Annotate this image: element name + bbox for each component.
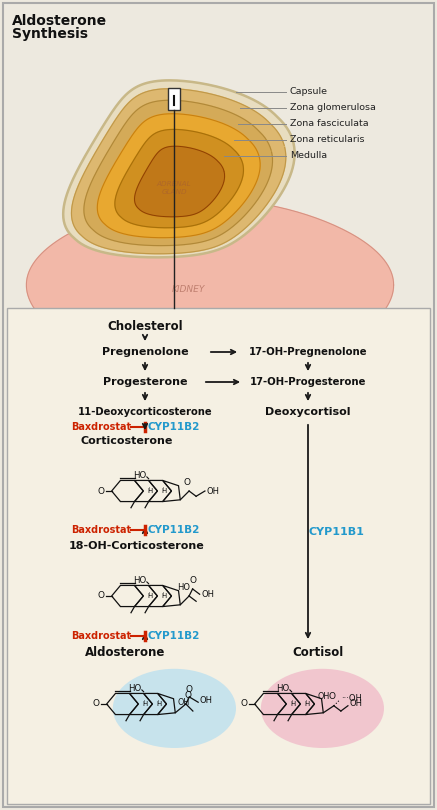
Text: H: H (147, 593, 152, 599)
Bar (7, 308, 430, 804)
Text: HO: HO (134, 576, 147, 585)
Text: Baxdrostat: Baxdrostat (71, 422, 131, 432)
Polygon shape (135, 147, 225, 217)
Text: Aldosterone: Aldosterone (12, 14, 107, 28)
Text: O: O (329, 693, 336, 701)
Text: Cholesterol: Cholesterol (107, 319, 183, 332)
Text: Cortisol: Cortisol (292, 646, 343, 659)
Text: O: O (189, 577, 196, 586)
Text: 17-OH-Progesterone: 17-OH-Progesterone (250, 377, 366, 387)
Text: OH: OH (318, 693, 330, 701)
Text: Progesterone: Progesterone (103, 377, 187, 387)
Text: O: O (184, 479, 191, 488)
Text: HO: HO (177, 583, 190, 592)
Text: O: O (97, 591, 104, 600)
Text: O: O (184, 692, 191, 701)
Text: ADRENAL
GLAND: ADRENAL GLAND (157, 181, 191, 194)
Ellipse shape (113, 669, 236, 748)
Text: Aldosterone: Aldosterone (85, 646, 165, 659)
Text: Baxdrostat: Baxdrostat (71, 631, 131, 641)
Text: H: H (290, 701, 295, 707)
Text: H: H (161, 488, 166, 494)
Text: ···OH: ···OH (341, 694, 362, 703)
Text: O: O (186, 685, 193, 694)
Text: H: H (161, 593, 166, 599)
Text: HO: HO (134, 471, 147, 480)
Text: CYP11B2: CYP11B2 (148, 525, 201, 535)
Text: Medulla: Medulla (290, 151, 327, 160)
Polygon shape (63, 80, 295, 258)
Polygon shape (97, 113, 260, 237)
Text: OH: OH (207, 487, 220, 496)
Text: Zona fasciculata: Zona fasciculata (290, 120, 369, 129)
Text: HO: HO (277, 684, 290, 693)
Text: Capsule: Capsule (290, 87, 328, 96)
Text: OH: OH (177, 697, 189, 707)
Text: 11-Deoxycorticosterone: 11-Deoxycorticosterone (78, 407, 212, 417)
Text: OH: OH (350, 700, 363, 709)
Polygon shape (115, 130, 243, 228)
Text: O: O (97, 487, 104, 496)
Text: H: H (156, 701, 161, 707)
Text: CYP11B2: CYP11B2 (148, 631, 201, 641)
Polygon shape (84, 100, 273, 245)
Text: Corticosterone: Corticosterone (81, 436, 173, 446)
Text: Deoxycortisol: Deoxycortisol (265, 407, 351, 417)
Text: Synthesis: Synthesis (12, 27, 88, 41)
Text: H: H (142, 701, 147, 707)
Text: OH: OH (201, 590, 215, 599)
Text: HO: HO (128, 684, 142, 693)
Bar (168, 88, 180, 110)
Text: O: O (93, 700, 100, 709)
Text: Baxdrostat: Baxdrostat (71, 525, 131, 535)
Text: 18-OH-Corticosterone: 18-OH-Corticosterone (69, 541, 205, 551)
Text: O: O (241, 700, 248, 709)
Polygon shape (72, 89, 286, 254)
Text: OH: OH (200, 696, 213, 705)
Text: H: H (147, 488, 152, 494)
Text: Pregnenolone: Pregnenolone (102, 347, 188, 357)
Text: Zona glomerulosa: Zona glomerulosa (290, 104, 376, 113)
Text: CYP11B1: CYP11B1 (308, 527, 364, 537)
Text: CYP11B2: CYP11B2 (148, 422, 201, 432)
Ellipse shape (261, 669, 384, 748)
Text: H: H (304, 701, 309, 707)
Text: KIDNEY: KIDNEY (171, 285, 205, 295)
Text: 17-OH-Pregnenolone: 17-OH-Pregnenolone (249, 347, 367, 357)
Text: Zona reticularis: Zona reticularis (290, 135, 364, 144)
Polygon shape (26, 199, 394, 380)
